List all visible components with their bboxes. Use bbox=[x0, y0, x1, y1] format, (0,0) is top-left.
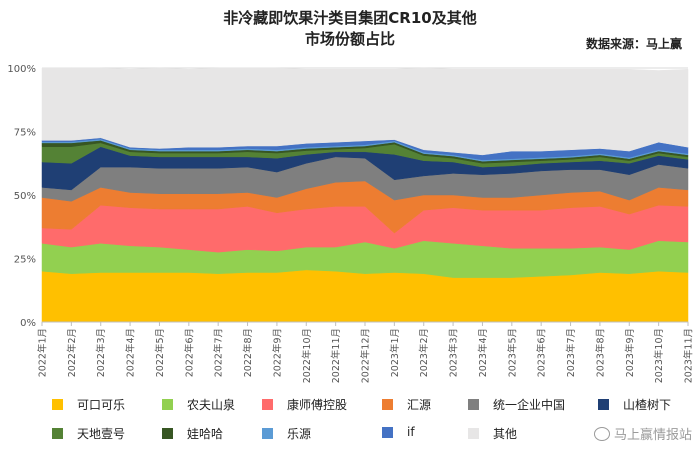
y-tick-label: 0% bbox=[20, 318, 36, 329]
source-note: 数据来源：马上赢 bbox=[585, 37, 682, 51]
x-tick-label: 2022年12月 bbox=[360, 328, 372, 383]
y-tick-label: 100% bbox=[7, 64, 36, 75]
x-tick-label: 2022年6月 bbox=[183, 328, 195, 377]
area-series-0 bbox=[41, 269, 689, 323]
x-tick-label: 2023年6月 bbox=[536, 328, 548, 377]
x-tick-label: 2022年9月 bbox=[271, 328, 283, 377]
y-tick-label: 25% bbox=[14, 255, 36, 266]
x-tick-label: 2023年8月 bbox=[594, 328, 606, 377]
x-tick-label: 2022年5月 bbox=[154, 328, 166, 377]
x-tick-label: 2022年4月 bbox=[125, 328, 137, 377]
x-tick-label: 2022年7月 bbox=[213, 328, 225, 377]
x-tick-label: 2023年9月 bbox=[624, 328, 636, 377]
x-tick-label: 2022年2月 bbox=[66, 328, 78, 377]
area-series-10 bbox=[41, 67, 689, 156]
x-tick-label: 2023年2月 bbox=[418, 328, 430, 377]
x-tick-label: 2023年11月 bbox=[683, 328, 695, 383]
x-tick-label: 2022年10月 bbox=[301, 328, 313, 383]
y-tick-label: 75% bbox=[14, 128, 36, 139]
x-tick-label: 2023年4月 bbox=[477, 328, 489, 377]
y-tick-label: 50% bbox=[14, 191, 36, 202]
x-tick-label: 2022年11月 bbox=[330, 328, 342, 383]
x-tick-label: 2023年3月 bbox=[448, 328, 460, 377]
weibo-icon bbox=[593, 426, 610, 441]
watermark: 马上赢情报站 bbox=[593, 424, 692, 443]
x-tick-label: 2022年1月 bbox=[37, 328, 49, 377]
x-tick-label: 2022年8月 bbox=[242, 328, 254, 377]
chart-title-line1: 非冷藏即饮果汁类目集团CR10及其他 bbox=[223, 9, 477, 27]
x-tick-label: 2023年7月 bbox=[565, 328, 577, 377]
watermark-text: 马上赢情报站 bbox=[613, 428, 692, 443]
x-tick-label: 2022年3月 bbox=[95, 328, 107, 377]
chart-title: 非冷藏即饮果汁类目集团CR10及其他 市场份额占比 bbox=[0, 8, 700, 50]
x-tick-label: 2023年1月 bbox=[389, 328, 401, 377]
chart-title-line2: 市场份额占比 bbox=[304, 30, 395, 48]
x-tick-label: 2023年10月 bbox=[653, 328, 665, 383]
x-tick-label: 2023年5月 bbox=[506, 328, 518, 377]
